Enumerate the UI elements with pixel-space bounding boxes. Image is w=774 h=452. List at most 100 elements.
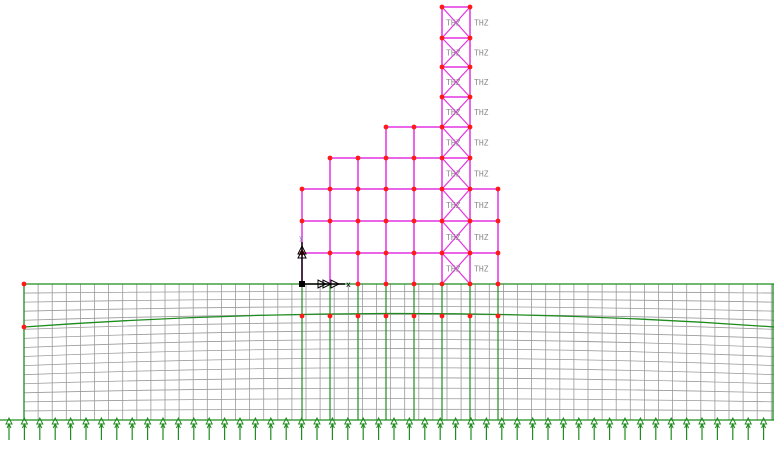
- frame-node: [327, 155, 333, 161]
- load-arrow-icon: [714, 422, 720, 429]
- load-arrow-icon: [684, 422, 690, 429]
- frame-node: [495, 186, 501, 192]
- frame-node: [411, 155, 417, 161]
- member-label: THZ: [446, 49, 461, 58]
- mesh-horizontal-line: [23, 387, 774, 394]
- frame-node: [467, 64, 473, 70]
- load-arrow-icon: [560, 422, 566, 429]
- mesh-horizontal-line: [23, 322, 774, 330]
- member-label: THZ: [446, 201, 461, 210]
- frame-node: [495, 218, 501, 224]
- frame-node: [439, 281, 445, 287]
- frame-node: [411, 313, 417, 319]
- member-label: THZ: [446, 19, 461, 28]
- pinned-support-icon: [128, 416, 137, 440]
- bracing-members: [441, 6, 471, 285]
- pinned-support-icon: [605, 416, 614, 440]
- frame-node: [439, 35, 445, 41]
- frame-node: [355, 218, 361, 224]
- frame-node: [383, 124, 389, 130]
- frame-node: [467, 155, 473, 161]
- mesh-horizontal-line: [23, 357, 774, 366]
- frame-node: [327, 218, 333, 224]
- load-arrow-icon: [545, 422, 551, 429]
- frame-node: [495, 281, 501, 287]
- load-arrow-icon: [329, 422, 335, 429]
- pinned-support-icon: [328, 416, 337, 440]
- member-label: THZ: [474, 139, 489, 148]
- member-label: THZ: [474, 170, 489, 179]
- load-arrow-icon: [222, 422, 228, 429]
- frame-node: [383, 186, 389, 192]
- pinned-support-icon: [390, 416, 398, 440]
- member-label: THZ: [474, 265, 489, 274]
- pinned-support-icon: [189, 416, 198, 440]
- pinned-support-icon: [66, 416, 75, 440]
- load-arrow-icon: [530, 422, 536, 429]
- pinned-support-icon: [436, 416, 445, 440]
- frame-node: [355, 155, 361, 161]
- pinned-support-icon: [698, 416, 706, 440]
- member-label: THZ: [474, 19, 489, 28]
- pinned-support-icon: [513, 416, 522, 440]
- brace-diagonal: [441, 6, 471, 39]
- frame-node: [495, 250, 501, 256]
- frame-node: [411, 186, 417, 192]
- origin-node: [299, 281, 305, 287]
- mesh-horizontal-line: [23, 398, 774, 403]
- mesh-horizontal-line: [23, 313, 774, 321]
- pinned-support-icon: [112, 416, 121, 440]
- pinned-support-icon: [82, 416, 90, 440]
- pinned-support-icon: [282, 416, 291, 440]
- load-arrow-icon: [129, 422, 135, 429]
- brace-diagonal: [441, 157, 471, 190]
- pinned-support-icon: [35, 416, 44, 440]
- load-arrow-icon: [37, 422, 43, 429]
- frame-node: [467, 218, 473, 224]
- load-arrow-icon: [299, 422, 305, 429]
- pinned-support-icon: [143, 416, 152, 440]
- frame-node: [327, 250, 333, 256]
- load-arrow-icon: [699, 422, 705, 429]
- mesh-horizontal-line: [23, 339, 774, 348]
- pinned-support-icon: [590, 416, 599, 440]
- frame-node: [355, 313, 361, 319]
- pinned-support-icon: [759, 416, 768, 440]
- member-label: THZ: [474, 108, 489, 117]
- brace-diagonal: [441, 37, 471, 68]
- load-arrow-icon: [160, 422, 166, 429]
- load-arrow-icon: [252, 422, 258, 429]
- frame-node: [299, 313, 305, 319]
- frame-node: [411, 124, 417, 130]
- frame-node: [411, 218, 417, 224]
- pinned-support-icon: [313, 416, 321, 440]
- pinned-support-icon: [251, 416, 260, 440]
- load-arrow-icon: [191, 422, 197, 429]
- frame-node: [439, 250, 445, 256]
- load-arrow-icon: [314, 422, 320, 429]
- soil-layer-interface: [23, 312, 774, 328]
- pinned-support-icon: [20, 416, 29, 440]
- frame-node: [383, 250, 389, 256]
- load-arrow-icon: [114, 422, 120, 429]
- frame-node: [467, 94, 473, 100]
- pinned-support-icon: [420, 416, 429, 440]
- load-arrow-icon: [668, 422, 674, 429]
- frame-node: [467, 313, 473, 319]
- brace-diagonal: [441, 188, 471, 222]
- mesh-horizontal-line: [23, 291, 774, 294]
- frame-node: [383, 313, 389, 319]
- load-arrow-icon: [175, 422, 181, 429]
- load-arrow-icon: [83, 422, 89, 429]
- frame-node: [411, 281, 417, 287]
- pinned-support-icon: [51, 416, 60, 440]
- pinned-support-icon: [728, 416, 737, 440]
- member-label: THZ: [446, 139, 461, 148]
- axis-y-label: y: [299, 234, 303, 242]
- member-label: THZ: [474, 201, 489, 210]
- load-arrow-icon: [360, 422, 366, 429]
- mesh-horizontal-line: [23, 306, 774, 312]
- pinned-support-icon: [667, 416, 676, 440]
